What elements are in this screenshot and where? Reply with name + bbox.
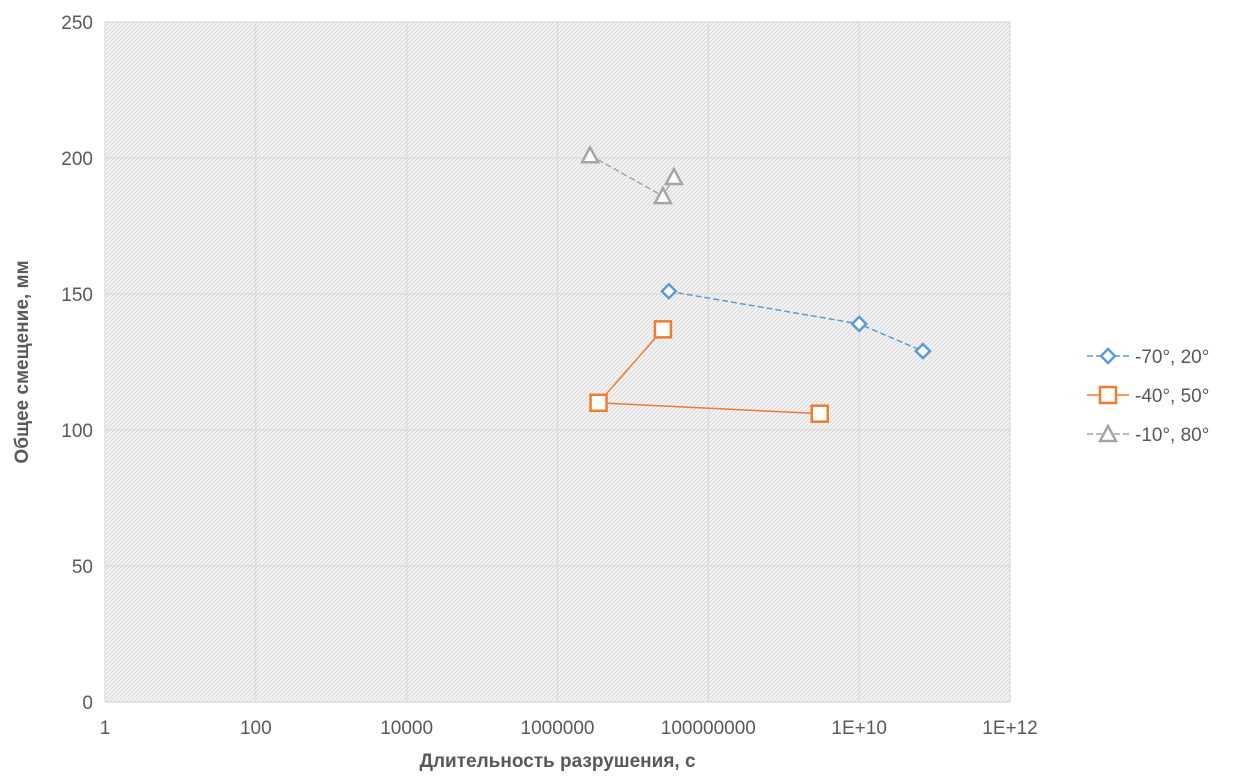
x-tick-label: 100000000	[661, 718, 756, 739]
legend: -70°, 20° -40°, 50° -10°, 80°	[1087, 347, 1209, 446]
data-point	[663, 166, 685, 186]
gridlines	[104, 21, 1011, 703]
series-1	[660, 282, 932, 360]
y-axis-title: Общее смещение, мм	[12, 260, 33, 463]
x-axis-ticks: 1 100 10000 1000000 100000000 1E+10 1E+12	[100, 718, 1038, 739]
y-tick-label: 0	[82, 693, 93, 714]
series-2	[589, 320, 829, 423]
data-point	[810, 404, 829, 423]
data-point	[653, 320, 673, 339]
legend-marker	[1097, 423, 1119, 443]
series-3	[579, 144, 685, 205]
y-tick-label: 100	[61, 421, 93, 442]
data-point	[589, 393, 608, 413]
data-point	[579, 144, 601, 164]
x-tick-label: 1	[100, 718, 111, 739]
legend-label: -10°, 80°	[1135, 425, 1209, 446]
legend-item: -10°, 80°	[1087, 423, 1209, 446]
x-tick-label: 100	[240, 718, 272, 739]
legend-item: -70°, 20°	[1087, 347, 1209, 368]
data-point	[660, 282, 678, 301]
series-layer	[579, 144, 932, 423]
data-point	[850, 315, 868, 333]
x-tick-label: 1000000	[521, 718, 595, 739]
legend-marker	[1099, 347, 1117, 365]
x-tick-label: 1E+12	[982, 718, 1037, 739]
legend-label: -70°, 20°	[1135, 347, 1209, 368]
data-point	[652, 185, 674, 205]
legend-item: -40°, 50°	[1087, 385, 1209, 407]
y-axis-ticks: 0 50 100 150 200 250	[61, 13, 93, 714]
x-tick-label: 10000	[380, 718, 433, 739]
legend-label: -40°, 50°	[1135, 386, 1209, 407]
y-tick-label: 150	[61, 285, 93, 306]
x-axis-title: Длительность разрушения, с	[419, 751, 696, 772]
legend-marker	[1098, 385, 1118, 405]
x-tick-label: 1E+10	[831, 718, 886, 739]
data-point	[914, 342, 932, 360]
y-tick-label: 200	[61, 149, 93, 170]
y-tick-label: 50	[72, 557, 93, 578]
y-tick-label: 250	[61, 13, 93, 34]
